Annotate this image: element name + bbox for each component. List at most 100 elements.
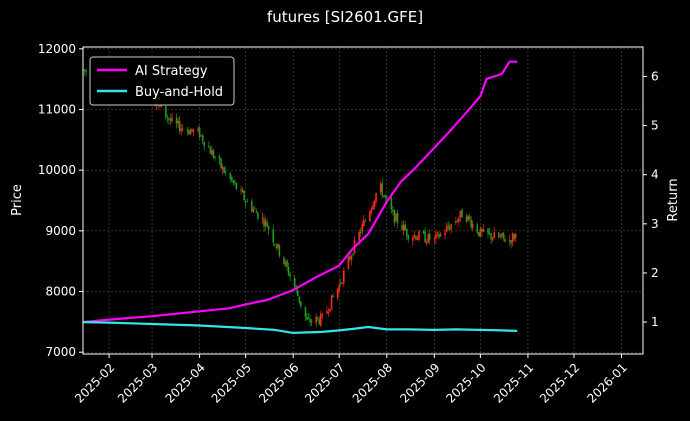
candle-body bbox=[384, 195, 387, 198]
legend-label-ai-strategy: AI Strategy bbox=[135, 64, 208, 79]
candle-body bbox=[329, 309, 331, 312]
candle-body bbox=[168, 118, 170, 120]
candle-body bbox=[255, 210, 258, 213]
candle-body bbox=[413, 235, 416, 237]
candle-body bbox=[267, 226, 270, 230]
candle-body bbox=[490, 233, 492, 240]
candle-body bbox=[246, 200, 248, 202]
candle-body bbox=[393, 209, 396, 223]
candle-body bbox=[513, 234, 515, 240]
candle-body bbox=[481, 228, 483, 232]
candle-body bbox=[212, 150, 215, 158]
candle-body bbox=[424, 231, 426, 243]
candle-body bbox=[395, 214, 397, 222]
candle-body bbox=[220, 158, 222, 169]
x-tick-label: 2025-04 bbox=[163, 360, 208, 405]
candle-body bbox=[178, 121, 181, 132]
candle-body bbox=[415, 235, 417, 240]
candle-body bbox=[359, 232, 362, 234]
candle-body bbox=[211, 150, 213, 155]
y-tick-label: 7000 bbox=[45, 345, 76, 359]
candle-body bbox=[273, 243, 276, 245]
candle-body bbox=[315, 316, 318, 324]
y-axis-label: Price bbox=[10, 184, 25, 216]
candle-body bbox=[373, 200, 376, 207]
candle-body bbox=[318, 318, 321, 324]
candle-body bbox=[241, 189, 244, 193]
candle-body bbox=[257, 212, 259, 219]
candle-body bbox=[448, 227, 451, 230]
candle-body bbox=[467, 215, 469, 221]
y-tick-label: 12000 bbox=[38, 42, 76, 56]
candle-body bbox=[405, 228, 408, 236]
candle-body bbox=[347, 256, 350, 269]
candle-body bbox=[468, 216, 471, 220]
candle-body bbox=[277, 243, 279, 248]
candle-body bbox=[501, 233, 503, 236]
candle-body bbox=[166, 117, 169, 119]
candle-body bbox=[218, 156, 221, 160]
candle-body bbox=[300, 301, 302, 307]
candle-body bbox=[286, 260, 288, 267]
candle-body bbox=[488, 233, 491, 235]
candle-body bbox=[491, 238, 494, 241]
candle-body bbox=[436, 232, 439, 234]
y-tick-label: 10000 bbox=[38, 163, 76, 177]
candle-body bbox=[169, 119, 172, 121]
candle-body bbox=[289, 274, 291, 277]
candle-body bbox=[272, 229, 275, 243]
x-tick-label: 2025-02 bbox=[72, 360, 117, 405]
candle-body bbox=[278, 245, 281, 256]
candle-body bbox=[407, 235, 410, 240]
candle-body bbox=[504, 238, 506, 242]
candle-body bbox=[450, 224, 453, 230]
candle-body bbox=[177, 120, 179, 124]
candle-body bbox=[422, 230, 425, 234]
candle-body bbox=[326, 310, 328, 314]
candle-body bbox=[191, 128, 193, 131]
candle-body bbox=[438, 234, 440, 238]
candle-body bbox=[508, 240, 511, 242]
x-tick-label: 2025-08 bbox=[350, 360, 395, 405]
candle-body bbox=[416, 238, 419, 241]
x-tick-label: 2025-11 bbox=[491, 360, 536, 405]
candle-body bbox=[392, 209, 394, 212]
y2-tick-label: 6 bbox=[651, 69, 659, 83]
candle-body bbox=[175, 117, 178, 124]
candle-body bbox=[180, 128, 182, 131]
candle-body bbox=[283, 257, 285, 264]
candle-body bbox=[382, 195, 385, 197]
candle-body bbox=[229, 172, 232, 179]
candle-body bbox=[361, 224, 364, 232]
candle-body bbox=[350, 255, 353, 260]
y2-axis-label: Return bbox=[666, 178, 681, 221]
candle-body bbox=[514, 233, 517, 238]
x-tick-label: 2025-07 bbox=[302, 360, 347, 405]
candle-body bbox=[209, 147, 212, 154]
candle-body bbox=[343, 270, 345, 283]
candle-body bbox=[252, 208, 255, 213]
candlesticks bbox=[82, 68, 517, 328]
candle-body bbox=[379, 183, 382, 192]
y-tick-label: 11000 bbox=[38, 102, 76, 116]
candle-body bbox=[287, 267, 290, 275]
candle-body bbox=[456, 220, 459, 222]
candle-body bbox=[341, 282, 344, 284]
y-axis-left: 7000 8000 9000 10000 11000 12000 bbox=[38, 42, 83, 359]
candle-body bbox=[266, 222, 268, 227]
candle-body bbox=[339, 283, 342, 285]
candle-body bbox=[385, 196, 388, 199]
candle-body bbox=[401, 225, 403, 230]
plot-frame bbox=[82, 46, 644, 355]
candle-body bbox=[201, 135, 204, 142]
x-tick-label: 2026-01 bbox=[585, 360, 630, 405]
candle-body bbox=[327, 311, 330, 313]
candle-body bbox=[200, 135, 202, 137]
candle-body bbox=[165, 106, 167, 118]
candle-body bbox=[497, 232, 500, 238]
candle-body bbox=[197, 128, 199, 131]
candle-body bbox=[235, 182, 238, 190]
candle-body bbox=[445, 226, 448, 232]
series-line-ai-strategy bbox=[82, 60, 518, 324]
